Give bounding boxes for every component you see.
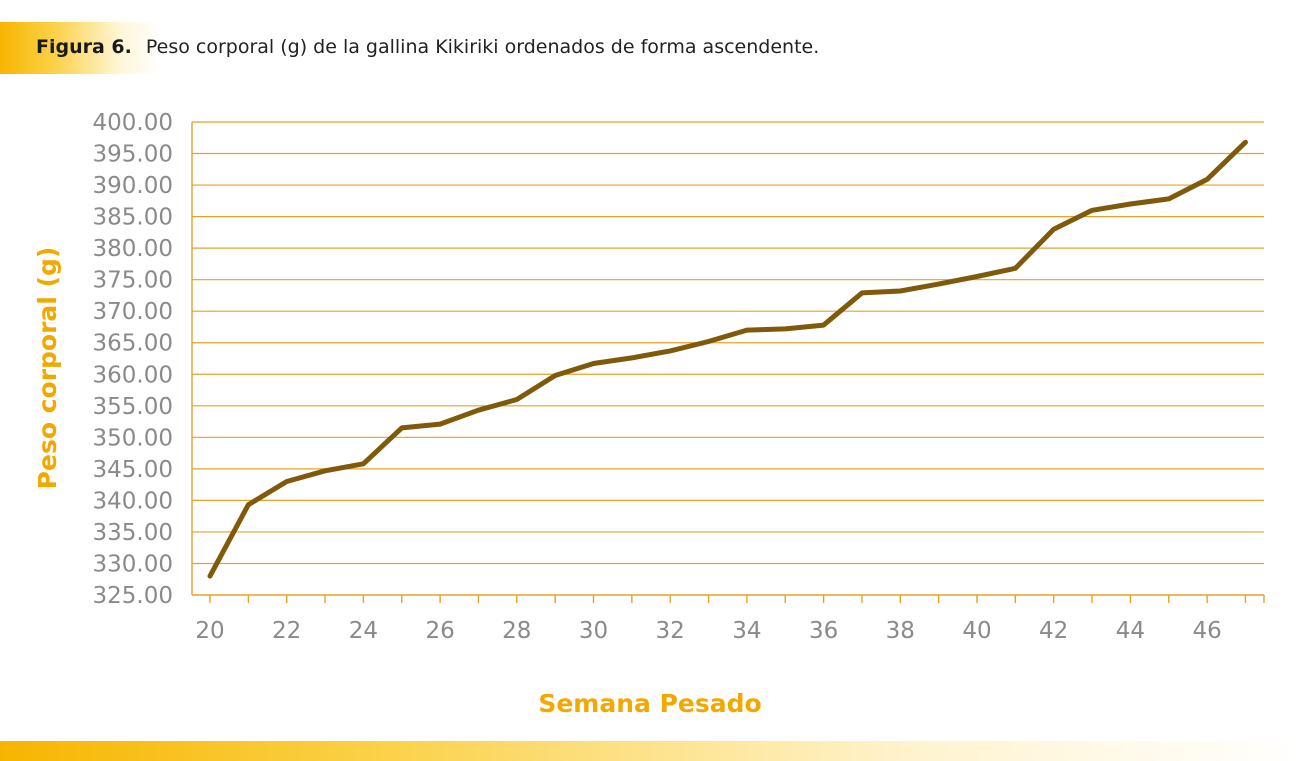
- y-tick-label: 350.00: [93, 425, 173, 451]
- y-tick-label: 330.00: [93, 551, 173, 577]
- y-tick-label: 375.00: [93, 268, 173, 294]
- y-tick-label: 365.00: [93, 331, 173, 357]
- y-tick-label: 400.00: [93, 110, 173, 136]
- y-tick-labels: 325.00 330.00 335.00 340.00 345.00 350.00 355.…: [93, 110, 173, 609]
- x-tick-label: 20: [195, 618, 224, 644]
- y-axis-title: Peso corporal (g): [33, 247, 62, 490]
- footer-highlight-band: [0, 741, 1300, 761]
- series-line: [207, 139, 1248, 579]
- x-tick-labels: 20 22 24 26 28 30 32 34 36 38 40 42 44 46: [195, 618, 1221, 644]
- figure-caption: Figura 6. Peso corporal (g) de la gallina…: [36, 36, 819, 58]
- figure-label: Figura 6.: [36, 36, 132, 58]
- y-tick-label: 355.00: [93, 394, 173, 420]
- y-tick-label: 335.00: [93, 520, 173, 546]
- x-tick-label: 24: [349, 618, 378, 644]
- gridlines: [192, 121, 1264, 565]
- y-tick-label: 360.00: [93, 362, 173, 388]
- axes: [191, 122, 1265, 603]
- line-chart: 325.00 330.00 335.00 340.00 345.00 350.00 355.…: [33, 110, 1265, 718]
- x-tick-label: 30: [579, 618, 608, 644]
- x-tick-label: 44: [1116, 618, 1145, 644]
- y-tick-label: 325.00: [93, 583, 173, 609]
- x-tick-label: 46: [1192, 618, 1221, 644]
- x-tick-label: 36: [809, 618, 838, 644]
- x-tick-label: 38: [886, 618, 915, 644]
- x-tick-label: 40: [962, 618, 991, 644]
- x-tick-label: 42: [1039, 618, 1068, 644]
- x-tick-label: 28: [502, 618, 531, 644]
- x-tick-label: 26: [425, 618, 454, 644]
- caption-highlight-band: [0, 22, 160, 74]
- y-tick-label: 345.00: [93, 457, 173, 483]
- y-tick-label: 390.00: [93, 173, 173, 199]
- figure-caption-text: Peso corporal (g) de la gallina Kikiriki…: [145, 36, 820, 58]
- y-tick-label: 370.00: [93, 299, 173, 325]
- y-tick-label: 380.00: [93, 236, 173, 262]
- y-tick-label: 340.00: [93, 488, 173, 514]
- y-tick-label: 385.00: [93, 205, 173, 231]
- x-tick-label: 32: [656, 618, 685, 644]
- x-axis-title: Semana Pesado: [538, 689, 761, 718]
- y-tick-label: 395.00: [93, 142, 173, 168]
- x-tick-label: 34: [732, 618, 761, 644]
- x-tick-label: 22: [272, 618, 301, 644]
